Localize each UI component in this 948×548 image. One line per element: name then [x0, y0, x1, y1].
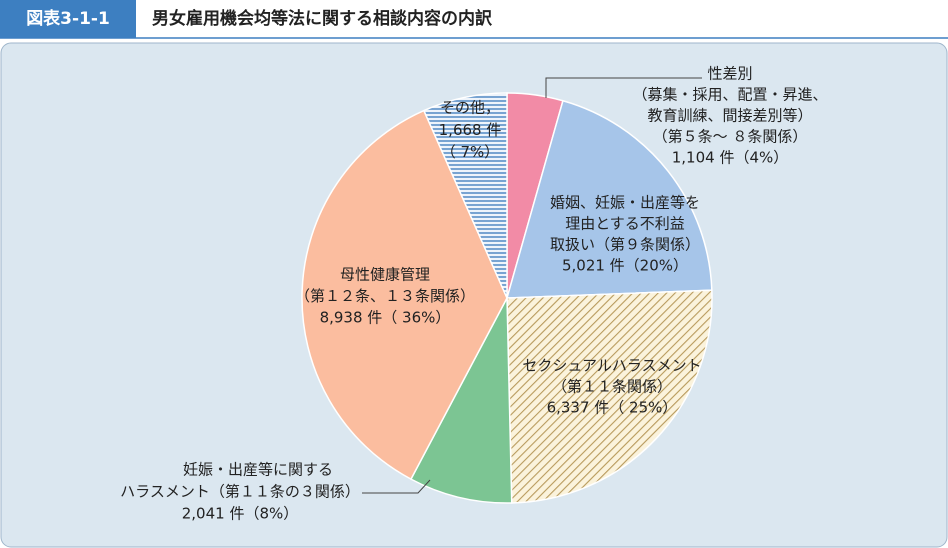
value-label: 2,041 件（8%） [182, 505, 299, 523]
header-bar [0, 0, 948, 38]
category-label: 妊娠・出産等に関する [183, 461, 333, 479]
pie-slice [301, 109, 508, 481]
value-label: 6,337 件（ 25%） [547, 399, 678, 417]
category-label: 性差別 [707, 65, 752, 83]
figure-label-box [0, 0, 136, 38]
category-label: 母性健康管理 [340, 266, 430, 284]
pie-slice [409, 295, 513, 504]
value-label: 5,021 件（20%） [562, 257, 688, 275]
leader-line [545, 77, 702, 98]
category-label: 取扱い（第９条関係） [550, 236, 700, 254]
category-label: （第５条～ ８条関係） [653, 128, 808, 146]
pie-slice [506, 289, 713, 504]
value-label: 1,668 件（ 7%） [439, 121, 502, 161]
figure-label: 図表3-1-1 [26, 8, 110, 29]
category-label: 婚姻、妊娠・出産等を [550, 194, 700, 212]
category-label: （第１１条関係） [552, 378, 672, 396]
category-label: 理由とする不利益 [565, 215, 685, 233]
pie-slice [422, 92, 508, 299]
category-label: （第１２条、１３条関係） [295, 287, 475, 305]
figure-title: 男女雇用機会均等法に関する相談内容の内訳 [152, 8, 493, 29]
category-label: セクシュアルハラスメント [522, 357, 701, 375]
pie-slice [505, 99, 713, 299]
value-label: 1,104 件（4%） [672, 149, 789, 167]
pie [301, 92, 713, 504]
value-label: 8,938 件（ 36%） [320, 309, 451, 327]
category-label: （募集・採用、配置・昇進、 [632, 86, 827, 104]
category-label: 教育訓練、間接差別等） [647, 107, 812, 125]
leader-line [362, 479, 431, 494]
category-label: ハラスメント（第１１条の３関係） [120, 483, 360, 501]
category-label: その他， [440, 99, 500, 117]
